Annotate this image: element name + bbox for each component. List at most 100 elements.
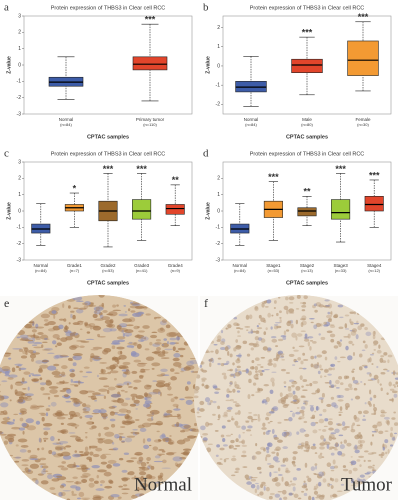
tissue-spot bbox=[103, 416, 107, 420]
tissue-spot bbox=[9, 399, 12, 402]
tissue-spot bbox=[161, 450, 166, 453]
tissue-spot bbox=[91, 425, 97, 429]
tissue-spot bbox=[265, 486, 270, 492]
tissue-spot bbox=[318, 418, 325, 424]
y-tick-label: 0 bbox=[18, 62, 21, 68]
tissue-spot bbox=[292, 412, 296, 418]
tissue-spot bbox=[310, 406, 315, 412]
tissue-spot bbox=[236, 365, 241, 369]
tissue-spot bbox=[276, 325, 282, 329]
tissue-spot bbox=[250, 484, 256, 489]
tissue-spot bbox=[18, 427, 26, 431]
tissue-spot bbox=[332, 493, 337, 498]
tissue-spot bbox=[302, 379, 308, 382]
tissue-spot bbox=[271, 335, 277, 339]
tissue-spot bbox=[169, 342, 176, 345]
tissue-spot bbox=[283, 419, 289, 421]
tissue-spot bbox=[221, 372, 227, 376]
tissue-spot bbox=[48, 449, 53, 455]
tissue-spot bbox=[235, 405, 241, 407]
tissue-spot bbox=[158, 439, 162, 442]
tissue-spot bbox=[84, 414, 94, 419]
tissue-spot bbox=[327, 311, 331, 315]
tissue-spot bbox=[42, 423, 53, 427]
tissue-spot bbox=[106, 464, 112, 469]
tissue-spot bbox=[360, 381, 363, 383]
tissue-spot bbox=[305, 384, 310, 387]
tissue-spot bbox=[18, 412, 22, 415]
tissue-spot bbox=[378, 344, 381, 349]
tissue-spot bbox=[89, 451, 94, 456]
tissue-spot bbox=[380, 409, 385, 414]
tissue-spot bbox=[39, 377, 43, 381]
tissue-spot bbox=[392, 384, 396, 387]
tissue-spot bbox=[98, 432, 101, 437]
tissue-spot bbox=[57, 430, 67, 433]
tissue-spot bbox=[328, 427, 334, 431]
tissue-spot bbox=[166, 452, 177, 454]
tissue-spot bbox=[332, 367, 335, 371]
tissue-spot bbox=[19, 396, 24, 399]
tissue-spot bbox=[72, 453, 81, 458]
tissue-spot bbox=[272, 406, 279, 412]
tissue-spot bbox=[318, 397, 324, 400]
x-tick-sublabel: (n=7) bbox=[70, 268, 80, 273]
tissue-spot bbox=[172, 357, 180, 362]
tissue-spot bbox=[91, 465, 100, 469]
tissue-spot bbox=[40, 386, 45, 391]
tissue-spot bbox=[107, 371, 111, 375]
tissue-spot bbox=[237, 330, 240, 334]
tissue-spot bbox=[262, 346, 268, 351]
tissue-spot bbox=[85, 371, 93, 374]
tissue-spot bbox=[256, 364, 262, 366]
tissue-spot bbox=[312, 429, 318, 434]
tissue-spot bbox=[330, 325, 336, 329]
tissue-spot bbox=[114, 356, 119, 363]
tissue bbox=[0, 295, 204, 500]
tissue-spot bbox=[250, 328, 253, 334]
tissue-spot bbox=[29, 320, 35, 326]
tissue-spot bbox=[229, 398, 234, 402]
tissue-spot bbox=[286, 309, 289, 315]
tissue-spot bbox=[75, 300, 84, 303]
tissue-spot bbox=[54, 445, 65, 450]
tissue-spot bbox=[295, 411, 301, 415]
tissue-spot bbox=[265, 446, 270, 451]
significance: *** bbox=[369, 170, 380, 180]
tissue-spot bbox=[242, 450, 247, 454]
x-tick-sublabel: (n=80) bbox=[301, 122, 313, 127]
tissue-spot bbox=[262, 422, 266, 427]
tissue-spot bbox=[159, 320, 167, 326]
tissue-spot bbox=[281, 489, 287, 495]
tissue-spot bbox=[339, 339, 343, 342]
tissue-spot bbox=[29, 454, 38, 459]
tissue-spot bbox=[94, 310, 98, 314]
tissue-spot bbox=[289, 302, 294, 304]
tissue-spot bbox=[245, 420, 250, 424]
tissue-spot bbox=[109, 328, 117, 332]
tissue-spot bbox=[179, 354, 184, 358]
tissue-spot bbox=[257, 369, 263, 374]
tissue-spot bbox=[327, 318, 332, 323]
tissue-spot bbox=[126, 435, 136, 438]
tissue-spot bbox=[23, 396, 28, 400]
tissue-spot bbox=[107, 459, 117, 464]
tissue-spot bbox=[92, 346, 103, 350]
tissue-spot bbox=[113, 377, 117, 381]
tissue-spot bbox=[77, 320, 84, 323]
tissue-spot bbox=[263, 331, 267, 336]
tissue-spot bbox=[234, 420, 239, 426]
tissue-spot bbox=[202, 432, 209, 436]
tissue-spot bbox=[20, 355, 28, 359]
tissue-spot bbox=[358, 366, 363, 371]
tissue-spot bbox=[214, 429, 219, 432]
tissue-spot bbox=[285, 467, 289, 473]
tissue-spot bbox=[244, 474, 250, 479]
tissue-spot bbox=[283, 429, 288, 432]
tissue-spot bbox=[229, 353, 233, 358]
tissue-spot bbox=[124, 329, 134, 334]
tissue-spot bbox=[380, 414, 386, 418]
tissue-spot bbox=[6, 433, 17, 437]
tissue-spot bbox=[311, 496, 315, 500]
tissue-spot bbox=[134, 475, 137, 478]
